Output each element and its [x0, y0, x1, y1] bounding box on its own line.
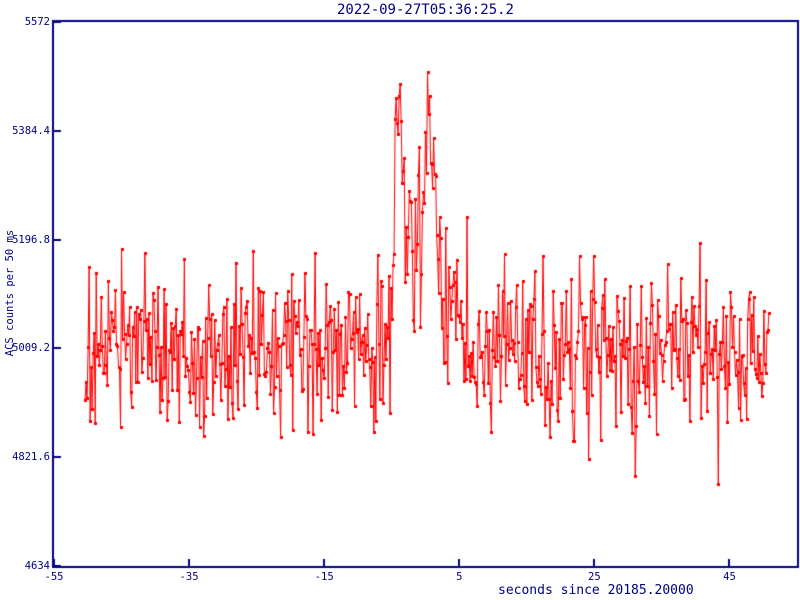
y-axis-label: ACS counts per 50 ms [4, 229, 16, 357]
y-tick-label: 5196.8 [12, 233, 50, 246]
x-tick-label: -15 [314, 571, 334, 583]
plot-title: 2022-09-27T05:36:25.2 [336, 2, 514, 18]
x-axis-label: seconds since 20185.20000 [498, 583, 694, 598]
x-tick-label: 25 [588, 571, 601, 583]
y-tick-label: 4634 [24, 560, 50, 572]
y-tick-label: 4821.6 [12, 451, 50, 464]
y-tick-label: 5009.2 [12, 342, 50, 355]
x-tick-label: -35 [179, 571, 199, 583]
x-tick-label: -55 [44, 571, 64, 583]
x-tick-label: 5 [456, 571, 463, 583]
y-tick-label: 5384.4 [12, 124, 50, 137]
x-tick-label: 45 [723, 571, 736, 583]
y-tick-label: 5572 [24, 16, 50, 28]
